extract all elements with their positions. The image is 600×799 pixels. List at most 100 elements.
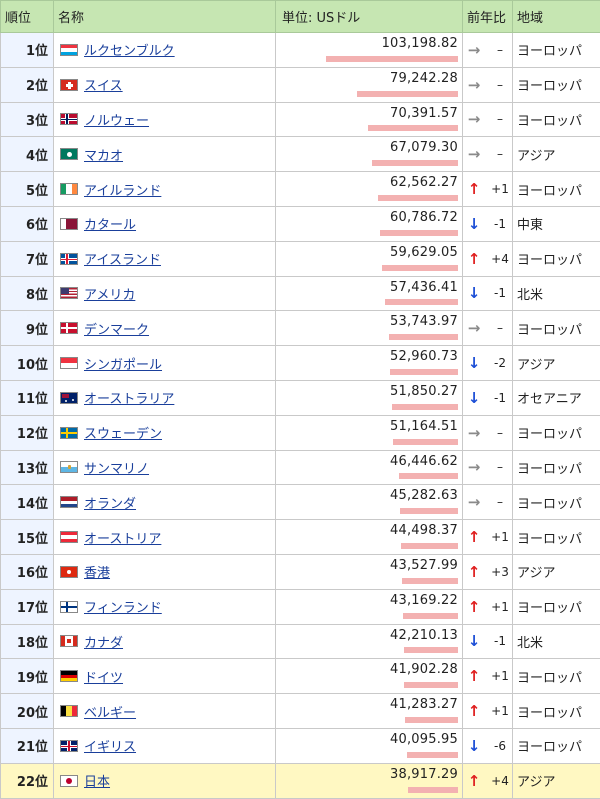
header-rank[interactable]: 順位 xyxy=(1,1,54,33)
arrow-up-icon: ↑ xyxy=(463,250,485,268)
rank-change: – xyxy=(485,460,515,474)
macau-flag-icon xyxy=(60,148,78,160)
belgium-flag-icon xyxy=(60,705,78,717)
country-link[interactable]: アメリカ xyxy=(84,288,135,303)
value-cell: 43,169.22 xyxy=(276,589,463,624)
value-cell: 42,210.13 xyxy=(276,624,463,659)
country-link[interactable]: スイス xyxy=(84,79,123,94)
country-link[interactable]: ドイツ xyxy=(84,671,123,686)
value-bar xyxy=(378,195,458,201)
value-bar xyxy=(403,613,458,619)
gdp-value: 45,282.63 xyxy=(276,488,458,503)
name-cell: カタール xyxy=(54,206,276,241)
region-cell: アジア xyxy=(513,137,600,172)
header-trend[interactable]: 前年比 xyxy=(463,1,513,33)
rank-change: – xyxy=(485,321,515,335)
trend-cell: →– xyxy=(463,137,513,172)
country-link[interactable]: カタール xyxy=(84,218,136,233)
header-name[interactable]: 名称 xyxy=(54,1,276,33)
country-link[interactable]: アイルランド xyxy=(84,184,161,199)
country-link[interactable]: カナダ xyxy=(84,636,123,651)
trend-cell: ↓-1 xyxy=(463,276,513,311)
value-bar xyxy=(404,647,458,653)
rank-change: +1 xyxy=(485,600,515,614)
country-link[interactable]: オーストリア xyxy=(84,532,161,547)
value-bar xyxy=(392,404,458,410)
arrow-down-icon: ↓ xyxy=(463,737,485,755)
austria-flag-icon xyxy=(60,531,78,543)
country-link[interactable]: デンマーク xyxy=(84,323,149,338)
country-link[interactable]: ベルギー xyxy=(84,706,136,721)
san-marino-flag-icon xyxy=(60,461,78,473)
country-link[interactable]: ルクセンブルク xyxy=(84,44,175,59)
region-cell: ヨーロッパ xyxy=(513,311,600,346)
rank-cell: 6位 xyxy=(1,206,54,241)
region-cell: ヨーロッパ xyxy=(513,172,600,207)
value-cell: 57,436.41 xyxy=(276,276,463,311)
country-link[interactable]: イギリス xyxy=(84,740,136,755)
country-link[interactable]: 香港 xyxy=(84,566,110,581)
luxembourg-flag-icon xyxy=(60,44,78,56)
country-link[interactable]: シンガポール xyxy=(84,358,162,373)
name-cell: マカオ xyxy=(54,137,276,172)
value-bar xyxy=(399,473,458,479)
trend-cell: →– xyxy=(463,102,513,137)
value-cell: 46,446.62 xyxy=(276,450,463,485)
trend-cell: →– xyxy=(463,450,513,485)
rank-change: – xyxy=(485,43,515,57)
netherlands-flag-icon xyxy=(60,496,78,508)
name-cell: シンガポール xyxy=(54,346,276,381)
gdp-value: 60,786.72 xyxy=(276,210,458,225)
rank-change: +1 xyxy=(485,182,515,196)
country-link[interactable]: オーストラリア xyxy=(84,392,174,407)
country-link[interactable]: スウェーデン xyxy=(84,427,162,442)
rank-cell: 15位 xyxy=(1,520,54,555)
rank-change: +1 xyxy=(485,530,515,544)
arrow-right-icon: → xyxy=(463,110,485,128)
gdp-value: 43,169.22 xyxy=(276,593,458,608)
country-link[interactable]: マカオ xyxy=(84,149,123,164)
region-cell: 中東 xyxy=(513,206,600,241)
rank-cell: 3位 xyxy=(1,102,54,137)
rank-cell: 21位 xyxy=(1,728,54,763)
region-cell: アジア xyxy=(513,763,600,798)
country-link[interactable]: 日本 xyxy=(84,775,110,790)
value-bar xyxy=(400,508,458,514)
region-cell: ヨーロッパ xyxy=(513,659,600,694)
country-link[interactable]: フィンランド xyxy=(84,601,162,616)
country-link[interactable]: オランダ xyxy=(84,497,136,512)
rank-change: -1 xyxy=(485,634,515,648)
country-link[interactable]: アイスランド xyxy=(84,253,161,268)
trend-cell: ↑+4 xyxy=(463,763,513,798)
rank-cell: 13位 xyxy=(1,450,54,485)
name-cell: アイスランド xyxy=(54,241,276,276)
gdp-value: 79,242.28 xyxy=(276,71,458,86)
value-cell: 103,198.82 xyxy=(276,33,463,68)
trend-cell: ↑+1 xyxy=(463,172,513,207)
rank-change: – xyxy=(485,495,515,509)
rank-change: +4 xyxy=(485,774,515,788)
denmark-flag-icon xyxy=(60,322,78,334)
arrow-up-icon: ↑ xyxy=(463,180,485,198)
sweden-flag-icon xyxy=(60,427,78,439)
region-cell: ヨーロッパ xyxy=(513,485,600,520)
rank-change: +1 xyxy=(485,669,515,683)
rank-cell: 17位 xyxy=(1,589,54,624)
name-cell: 日本 xyxy=(54,763,276,798)
name-cell: ノルウェー xyxy=(54,102,276,137)
rank-change: – xyxy=(485,112,515,126)
country-link[interactable]: サンマリノ xyxy=(84,462,149,477)
header-region[interactable]: 地域 xyxy=(513,1,600,33)
region-cell: 北米 xyxy=(513,276,600,311)
trend-cell: ↓-1 xyxy=(463,624,513,659)
value-bar xyxy=(402,578,458,584)
country-link[interactable]: ノルウェー xyxy=(84,114,149,129)
header-value[interactable]: 単位: USドル xyxy=(276,1,463,33)
rank-change: – xyxy=(485,78,515,92)
norway-flag-icon xyxy=(60,113,78,125)
gdp-value: 41,902.28 xyxy=(276,662,458,677)
